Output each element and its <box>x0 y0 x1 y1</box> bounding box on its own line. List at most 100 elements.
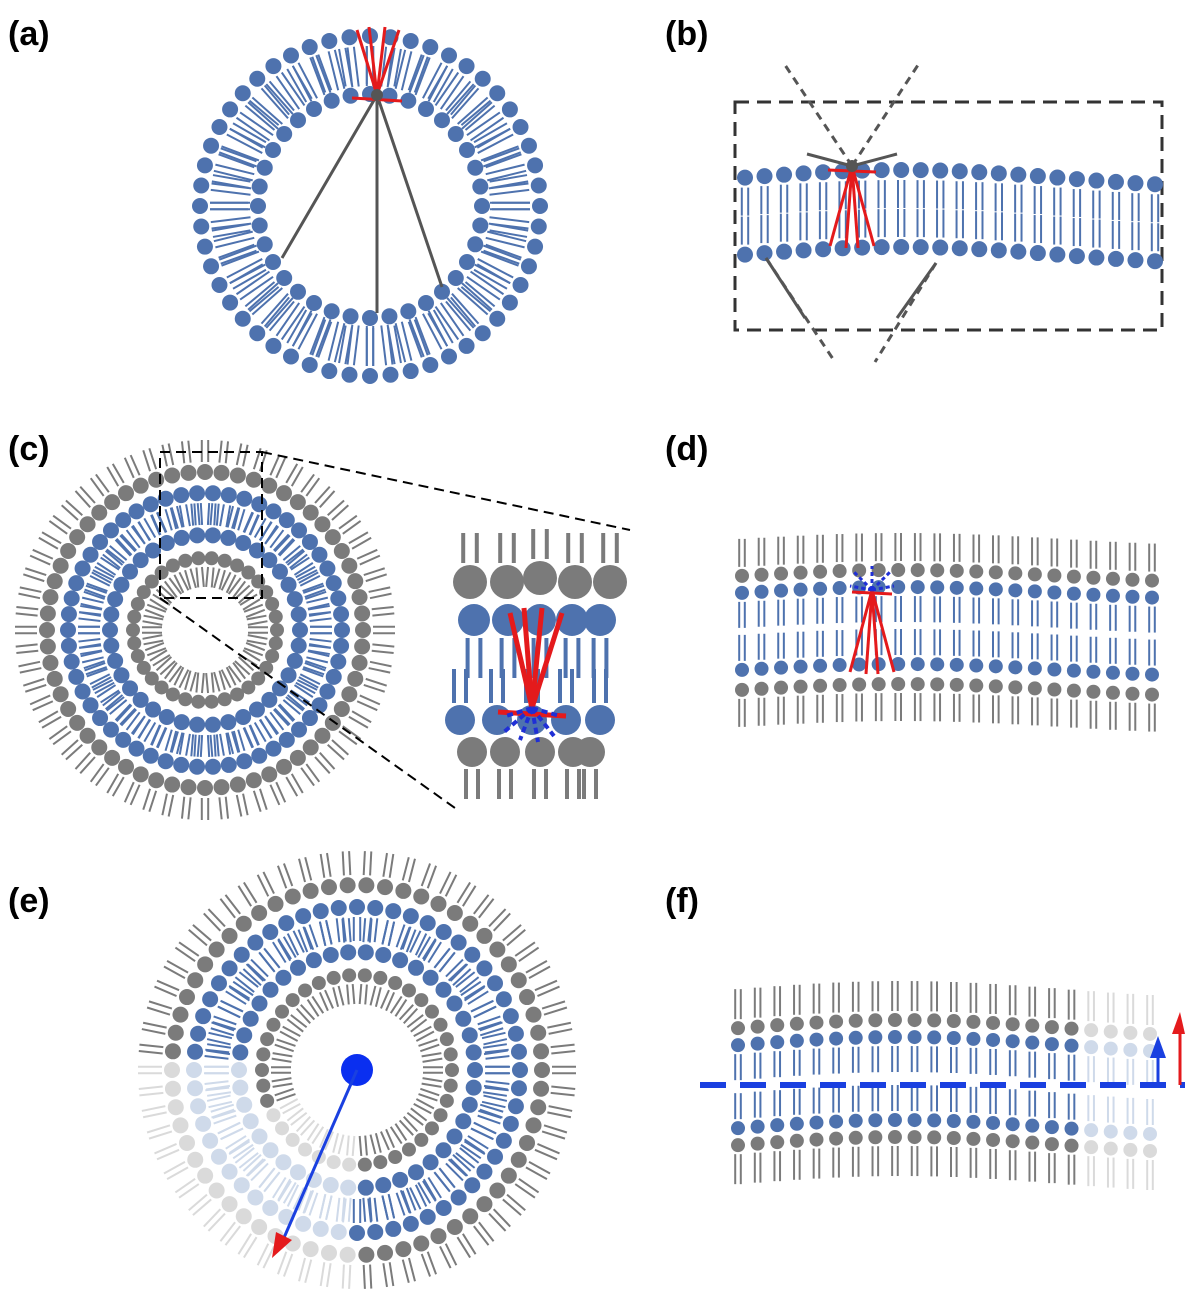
lipid-head <box>1066 569 1081 584</box>
line <box>277 1178 292 1201</box>
line <box>297 929 309 953</box>
line <box>232 122 267 144</box>
line <box>192 1198 212 1216</box>
arrowhead <box>1150 1036 1166 1058</box>
lipid-head <box>251 671 266 686</box>
line <box>274 534 291 553</box>
lipid-head <box>204 527 221 544</box>
line <box>148 1000 173 1010</box>
line <box>129 454 141 476</box>
line <box>398 1119 414 1136</box>
lipid-head <box>774 680 789 695</box>
lipid-head <box>464 1177 481 1194</box>
lipid-head <box>584 604 616 636</box>
line <box>215 734 220 757</box>
lipid-head <box>776 243 793 260</box>
lipid-head <box>408 959 424 976</box>
lipid-head <box>255 1063 269 1077</box>
line <box>482 244 522 261</box>
lipid-head <box>1088 249 1105 266</box>
lipid-head <box>400 92 417 109</box>
line <box>138 1085 163 1090</box>
lipid-head <box>286 591 303 608</box>
lipid-head <box>265 254 282 270</box>
line <box>80 649 103 656</box>
lipid-head <box>278 915 295 932</box>
lipid-head <box>132 766 149 783</box>
line <box>374 987 382 1007</box>
lipid-head <box>301 356 318 373</box>
line <box>143 639 164 646</box>
lipid-head <box>235 535 252 552</box>
line <box>420 1043 440 1053</box>
lipid-head <box>354 605 371 622</box>
line <box>143 722 157 743</box>
line <box>156 979 180 992</box>
lipid-head <box>357 968 372 983</box>
lipid-head <box>907 1130 922 1145</box>
line <box>74 490 91 508</box>
line <box>464 104 496 131</box>
lipid-head <box>458 337 475 354</box>
lipid-head <box>197 956 214 973</box>
lipid-head <box>92 533 109 550</box>
lipid-head <box>754 681 769 696</box>
line <box>250 1162 269 1182</box>
line <box>534 979 558 992</box>
line <box>275 75 301 110</box>
line <box>482 1043 507 1049</box>
line <box>548 1105 573 1112</box>
lipid-head <box>132 477 149 494</box>
lipid-head <box>1047 662 1062 677</box>
lipid-head <box>197 464 213 480</box>
line <box>485 1080 510 1085</box>
line <box>332 987 340 1007</box>
line <box>60 504 79 521</box>
line <box>149 649 168 662</box>
line <box>518 1177 540 1194</box>
line <box>422 62 443 99</box>
line <box>309 316 326 355</box>
lipid-head <box>268 636 283 651</box>
lipid-head <box>236 490 253 507</box>
lipid-head <box>148 772 165 789</box>
lipid-head <box>367 900 384 917</box>
line <box>196 734 201 757</box>
lipid-head <box>213 779 230 796</box>
lipid-head <box>927 1013 942 1028</box>
line <box>143 614 164 621</box>
line <box>286 933 300 956</box>
line <box>199 734 204 758</box>
line <box>195 672 200 693</box>
line <box>200 672 205 694</box>
line <box>164 662 178 680</box>
line <box>169 730 178 753</box>
line <box>246 614 267 621</box>
line <box>462 885 477 907</box>
lipid-head <box>1064 1038 1079 1053</box>
line <box>48 520 68 535</box>
line <box>154 985 177 997</box>
line <box>169 507 178 530</box>
line <box>150 724 161 746</box>
line <box>286 1018 304 1033</box>
line <box>282 1102 301 1115</box>
lipid-head <box>809 1015 824 1030</box>
lipid-head <box>809 1115 824 1130</box>
lipid-head <box>158 535 175 552</box>
line <box>408 318 425 358</box>
line <box>410 1107 428 1122</box>
line <box>483 1038 508 1046</box>
lipid-head <box>298 1142 313 1157</box>
lipid-head <box>157 490 174 507</box>
line <box>243 727 255 748</box>
lipid-head <box>261 552 278 569</box>
lipid-head <box>1103 1041 1118 1056</box>
line <box>446 83 475 115</box>
lipid-head <box>1086 684 1101 699</box>
lipid-head <box>556 604 588 636</box>
lipid-head <box>492 604 524 636</box>
line <box>164 508 173 531</box>
lipid-head <box>242 1113 259 1130</box>
